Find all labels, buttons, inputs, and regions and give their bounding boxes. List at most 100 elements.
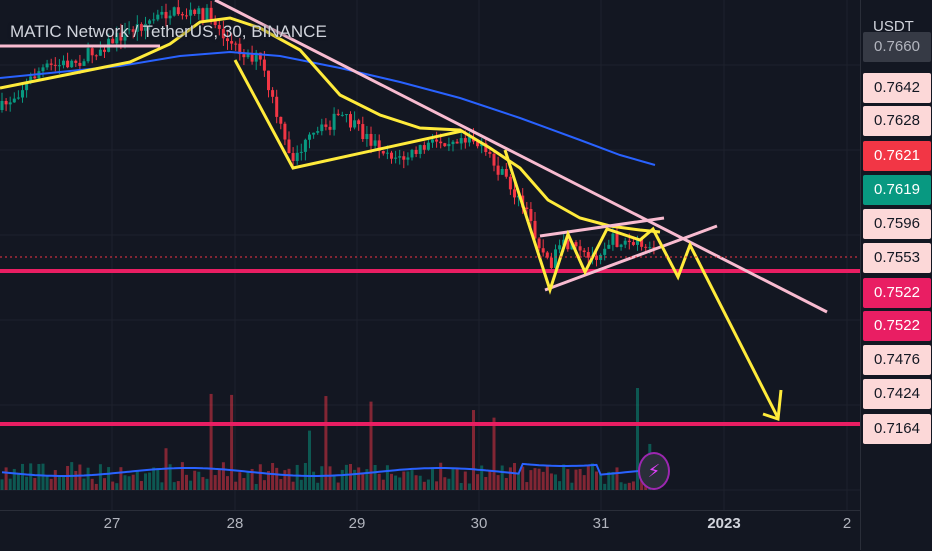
candle-body (62, 60, 65, 66)
candle-body (648, 247, 652, 249)
volume-bar (537, 468, 541, 490)
candle-body (320, 124, 324, 132)
price-chart[interactable] (0, 0, 860, 510)
volume-bar (123, 475, 127, 490)
candle-body (193, 9, 197, 14)
volume-bar (324, 396, 328, 490)
volume-bar (4, 467, 8, 490)
volume-bar (115, 483, 119, 490)
candle-body (640, 238, 644, 247)
candle-body (16, 97, 20, 99)
price-tag: 0.7596 (863, 209, 931, 239)
candle-body (156, 14, 160, 20)
volume-bar (246, 471, 250, 490)
time-label: 29 (348, 515, 366, 532)
time-label: 30 (470, 515, 488, 532)
time-axis[interactable]: 27 28 29 30 31 2023 2 (0, 510, 860, 551)
lightning-icon[interactable]: ⚡ (638, 452, 670, 490)
candle-body (644, 246, 648, 248)
candle-body (238, 43, 242, 55)
volume-bar (49, 478, 53, 490)
candle-body (611, 233, 615, 245)
channel-bottom[interactable] (544, 224, 718, 292)
volume-bar (377, 473, 381, 490)
volume-bar (349, 464, 352, 490)
time-label: 2 (842, 515, 852, 532)
volume-bar (627, 482, 631, 490)
candle-body (90, 48, 94, 56)
candle-body (78, 62, 82, 66)
chart-title[interactable]: MATIC Network / TetherUS, 30, BINANCE (10, 22, 327, 41)
volume-bar (484, 477, 488, 490)
volume-bar (381, 479, 385, 490)
price-tag: 0.7522 (863, 311, 931, 341)
volume-bar (504, 478, 508, 490)
volume-bar (611, 471, 615, 490)
candle-body (94, 55, 98, 57)
candle-body (595, 255, 598, 260)
pattern-swing[interactable] (233, 59, 463, 170)
candle-body (234, 43, 238, 45)
candle-body (74, 60, 78, 63)
candle-body (160, 11, 164, 15)
candle-body (443, 143, 447, 147)
price-tag: 0.7660 (863, 32, 931, 62)
candle-body (533, 220, 537, 239)
candle-body (303, 139, 307, 152)
price-tag: 0.7553 (863, 243, 931, 273)
candle-body (49, 63, 53, 65)
candle-body (365, 133, 369, 140)
volume-bar (230, 394, 234, 490)
candle-body (41, 67, 45, 72)
candle-body (476, 141, 480, 147)
candle-body (361, 124, 365, 140)
candle-body (115, 32, 119, 44)
volume-bar (443, 477, 447, 490)
currency-label: USDT (873, 18, 914, 35)
price-tag: 0.7621 (863, 141, 931, 171)
price-tag: 0.7628 (863, 106, 931, 136)
volume-bar (86, 467, 90, 490)
volume-bar (135, 470, 139, 490)
candle-body (373, 140, 377, 146)
price-axis[interactable]: USDT 0.7660 0.7642 0.7628 0.7621 0.7619 0.759… (860, 0, 932, 550)
candle-body (549, 257, 553, 268)
volume-bar (258, 464, 262, 490)
candle-body (189, 9, 193, 16)
volume-bar (615, 467, 619, 490)
candle-body (467, 136, 471, 143)
candle-body (119, 32, 123, 41)
volume-bar (508, 467, 512, 490)
volume-bar (316, 482, 320, 490)
volume-bar (570, 482, 574, 490)
volume-bar (185, 474, 188, 490)
projection-path[interactable] (503, 149, 780, 419)
volume-bar (431, 467, 434, 490)
volume-bar (517, 473, 521, 490)
candle-body (201, 8, 205, 22)
candle-body (164, 11, 168, 19)
candle-body (390, 152, 393, 159)
volume-bar (582, 475, 586, 490)
volume-bar (492, 417, 496, 490)
volume-bar (357, 467, 361, 490)
candle-body (324, 124, 328, 127)
trendline[interactable] (214, 0, 828, 314)
volume-bar (426, 479, 430, 490)
candle-body (344, 114, 348, 116)
candle-body (152, 19, 156, 21)
candle-body (459, 138, 463, 144)
volume-bar (152, 467, 156, 490)
volume-bar (340, 469, 344, 490)
channel-top[interactable] (539, 216, 665, 238)
volume-bar (541, 471, 545, 490)
volume-bar (385, 465, 389, 490)
ema-slow-line (0, 50, 656, 166)
candle-body (254, 52, 258, 62)
candle-body (185, 15, 188, 17)
volume-bar (455, 467, 459, 490)
volume-bar (271, 462, 275, 490)
volume-bar (488, 470, 492, 490)
candle-body (439, 141, 443, 144)
drawings[interactable] (0, 0, 860, 426)
